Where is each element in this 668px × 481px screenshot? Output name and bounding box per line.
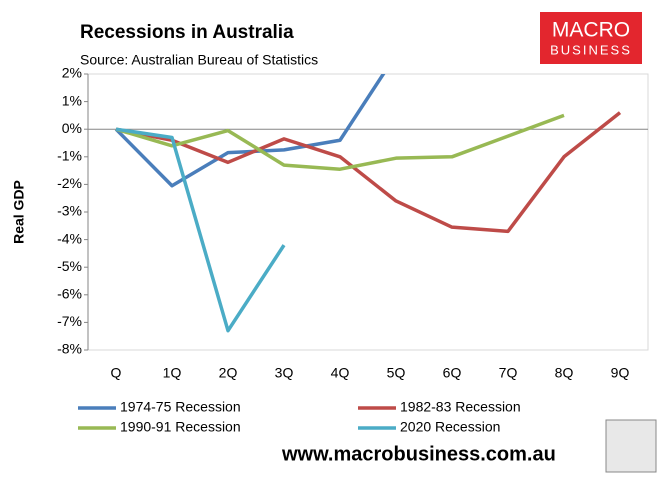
x-tick-label: 2Q [219, 365, 238, 381]
chart-title: Recessions in Australia [80, 22, 294, 43]
y-tick-label: -1% [57, 148, 82, 164]
chart-subtitle: Source: Australian Bureau of Statistics [80, 52, 318, 68]
series-line [115, 111, 622, 234]
y-tick-label: 0% [62, 120, 82, 136]
y-tick-label: -2% [57, 175, 82, 191]
y-tick-label: -7% [57, 313, 82, 329]
x-tick-label: 1Q [163, 365, 182, 381]
legend-label: 1974-75 Recession [120, 399, 241, 415]
y-tick-label: 1% [62, 92, 82, 108]
y-tick-label: -4% [57, 230, 82, 246]
x-tick-label: 6Q [443, 365, 462, 381]
y-axis-label: Real GDP [11, 180, 27, 244]
series-line [115, 127, 286, 333]
x-tick-label: 3Q [275, 365, 294, 381]
y-tick-label: 2% [62, 65, 82, 81]
x-tick-label: 7Q [499, 365, 518, 381]
logo-text: MACRO [552, 19, 630, 42]
x-tick-label: 9Q [611, 365, 630, 381]
legend-label: 1982-83 Recession [400, 399, 521, 415]
logo-text: BUSINESS [550, 42, 632, 57]
series-line [115, 113, 565, 171]
x-tick-label: 4Q [331, 365, 350, 381]
legend-label: 2020 Recession [400, 419, 500, 435]
x-tick-label: 8Q [555, 365, 574, 381]
footer: www.macrobusiness.com.au [281, 443, 556, 465]
legend-label: 1990-91 Recession [120, 419, 241, 435]
x-tick-label: 5Q [387, 365, 406, 381]
logo-box [540, 12, 642, 64]
y-tick-label: -6% [57, 286, 82, 302]
x-tick-label: Q [111, 365, 122, 381]
y-tick-label: -5% [57, 258, 82, 274]
y-tick-label: -3% [57, 203, 82, 219]
wolf-icon [605, 419, 657, 473]
y-tick-label: -8% [57, 341, 82, 357]
